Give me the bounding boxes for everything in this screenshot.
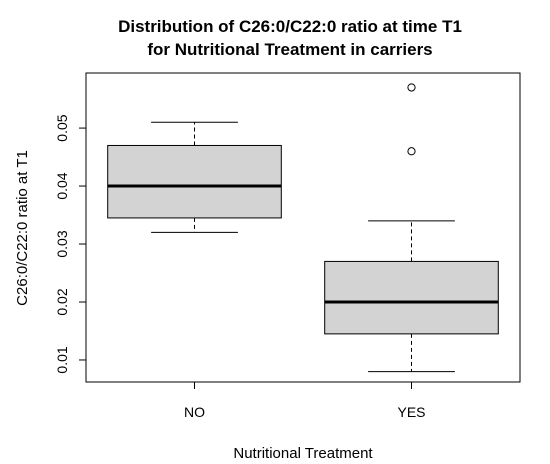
y-tick-label: 0.04 [54, 172, 70, 199]
outlier-point [407, 147, 416, 156]
x-tick-label: NO [184, 404, 205, 420]
chart-title-line-2: for Nutritional Treatment in carriers [147, 40, 432, 59]
y-tick-label: 0.01 [54, 346, 70, 373]
x-axis-title: Nutritional Treatment [233, 445, 373, 462]
chart-title-line-1: Distribution of C26:0/C22:0 ratio at tim… [118, 17, 462, 36]
x-tick-label: YES [397, 404, 425, 420]
iqr-box [324, 260, 499, 335]
y-tick-label: 0.02 [54, 288, 70, 315]
y-axis: 0.01 0.02 0.03 0.04 0.05 [54, 114, 86, 374]
y-axis-title: C26:0/C22:0 ratio at T1 [14, 150, 31, 306]
y-tick-label: 0.05 [54, 114, 70, 141]
iqr-box [107, 144, 282, 219]
plot-frame [85, 72, 521, 383]
box-group-yes [324, 83, 499, 373]
x-axis: NO YES [184, 382, 426, 420]
outlier-point [407, 83, 416, 92]
y-tick-label: 0.03 [54, 230, 70, 257]
boxes-layer [107, 83, 499, 373]
box-group-no [107, 121, 282, 233]
